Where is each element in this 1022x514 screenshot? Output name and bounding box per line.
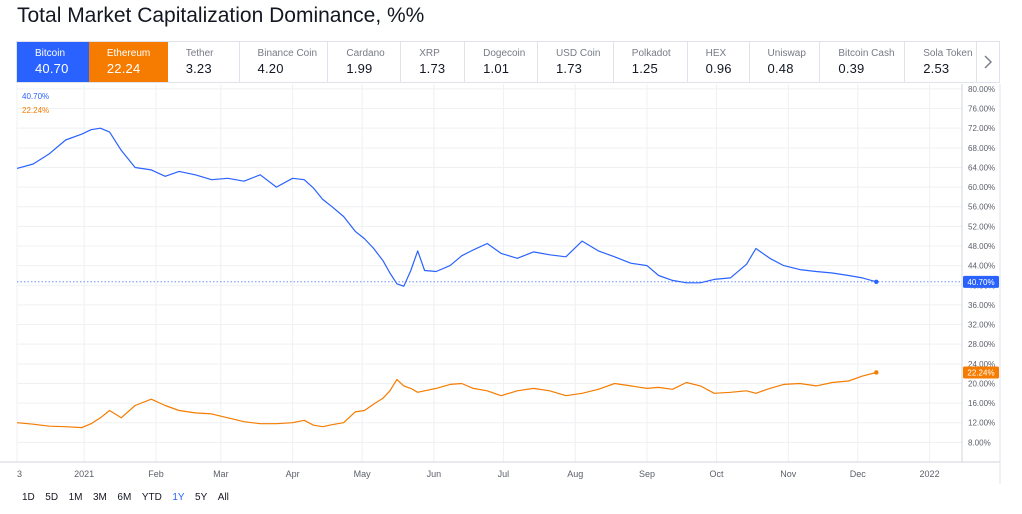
- coin-tab-tether[interactable]: Tether 3.23: [168, 42, 240, 82]
- range-button-all[interactable]: All: [217, 492, 229, 503]
- y-tick-label: 52.00%: [968, 222, 995, 231]
- x-tick-label: 3: [17, 469, 22, 479]
- last-value-label-bitcoin: 40.70%: [967, 278, 994, 287]
- x-tick-label: Aug: [567, 469, 583, 479]
- y-tick-label: 64.00%: [968, 163, 995, 172]
- y-tick-label: 68.00%: [968, 144, 995, 153]
- coin-tab-dogecoin[interactable]: Dogecoin 1.01: [465, 42, 538, 82]
- x-tick-label: Apr: [286, 469, 300, 479]
- x-tick-label: Feb: [148, 469, 164, 479]
- coin-name: Polkadot: [631, 48, 671, 59]
- coin-tab-uniswap[interactable]: Uniswap 0.48: [750, 42, 821, 82]
- coin-dominance-value: 0.48: [767, 61, 794, 76]
- coin-dominance-value: 1.73: [555, 61, 583, 76]
- y-tick-label: 36.00%: [968, 301, 995, 310]
- series-end-point-bitcoin: [874, 279, 879, 285]
- coin-name: Uniswap: [767, 48, 806, 59]
- range-button-1y[interactable]: 1Y: [172, 492, 185, 503]
- x-tick-label: 2021: [74, 469, 94, 479]
- x-tick-label: Sep: [639, 469, 655, 479]
- chevron-right-icon[interactable]: [977, 42, 999, 82]
- x-tick-label: Oct: [709, 469, 724, 479]
- coin-dominance-value: 1.01: [483, 61, 510, 76]
- series-end-point-ethereum: [874, 370, 879, 375]
- coin-name: Binance Coin: [257, 48, 318, 59]
- range-button-6m[interactable]: 6M: [117, 492, 132, 503]
- range-button-3m[interactable]: 3M: [93, 492, 107, 503]
- y-tick-label: 48.00%: [968, 242, 995, 251]
- coin-tab-sola-token[interactable]: Sola Token 2.53: [905, 42, 978, 82]
- x-tick-label: Jun: [427, 469, 442, 479]
- coin-tab-binance-coin[interactable]: Binance Coin 4.20: [240, 42, 329, 82]
- coin-dominance-value: 3.23: [185, 61, 212, 76]
- dominance-line-chart[interactable]: 80.00% 76.00% 72.00% 68.00% 64.00% 60.00% 56.0…: [0, 84, 1022, 494]
- coin-tab-bitcoin[interactable]: Bitcoin 40.70: [17, 42, 89, 82]
- coin-tab-cardano[interactable]: Cardano 1.99: [328, 42, 402, 82]
- time-range-selector: 1D 5D 1M 3M 6M YTD 1Y 5Y All: [22, 490, 239, 506]
- coin-dominance-value: 0.96: [705, 61, 732, 76]
- coin-name: HEX: [705, 48, 727, 59]
- coin-dominance-value: 22.24: [106, 61, 141, 76]
- y-tick-label: 44.00%: [968, 262, 995, 271]
- x-tick-label: 2022: [920, 469, 940, 479]
- y-tick-label: 80.00%: [968, 85, 995, 94]
- coin-tab-polkadot[interactable]: Polkadot 1.25: [614, 42, 688, 82]
- coin-name: Ethereum: [106, 48, 151, 59]
- coin-dominance-value: 2.53: [923, 61, 950, 76]
- x-tick-label: May: [354, 469, 372, 479]
- coin-name: Sola Token: [923, 48, 973, 59]
- range-button-1m[interactable]: 1M: [68, 492, 83, 503]
- coin-tab-hex[interactable]: HEX 0.96: [688, 42, 750, 82]
- last-value-label-ethereum: 22.24%: [967, 368, 994, 377]
- y-tick-label: 76.00%: [968, 105, 995, 114]
- y-tick-label: 32.00%: [968, 321, 995, 330]
- plot-background: [17, 84, 962, 462]
- x-tick-label: Jul: [498, 469, 510, 479]
- y-tick-label: 72.00%: [968, 124, 995, 133]
- coin-name: XRP: [419, 48, 440, 59]
- coin-tab-usd-coin[interactable]: USD Coin 1.73: [538, 42, 614, 82]
- coin-dominance-value: 4.20: [257, 61, 284, 76]
- coin-name: Cardano: [346, 48, 385, 59]
- coin-name: Bitcoin: [35, 48, 66, 59]
- last-value-badge-ethereum: [963, 366, 999, 379]
- coin-dominance-value: 1.25: [631, 61, 658, 76]
- y-tick-label: 28.00%: [968, 340, 995, 349]
- series-line-ethereum: [16, 371, 877, 429]
- series-line-bitcoin: [16, 127, 877, 287]
- page-title: Total Market Capitalization Dominance, %…: [17, 4, 425, 27]
- legend-value-ethereum: 22.24%: [22, 106, 49, 115]
- range-button-1d[interactable]: 1D: [22, 492, 35, 503]
- y-tick-label: 12.00%: [968, 419, 995, 428]
- range-button-5y[interactable]: 5Y: [195, 492, 208, 503]
- coin-tab-ethereum[interactable]: Ethereum 22.24: [88, 42, 168, 82]
- y-tick-label: 56.00%: [968, 203, 995, 212]
- x-tick-label: Nov: [780, 469, 797, 479]
- coin-tab-bitcoin-cash[interactable]: Bitcoin Cash 0.39: [820, 42, 906, 82]
- y-tick-label: 8.00%: [968, 438, 991, 447]
- coin-dominance-value: 1.99: [346, 61, 373, 76]
- y-tick-label: 20.00%: [968, 379, 995, 388]
- coin-tab-xrp[interactable]: XRP 1.73: [401, 42, 466, 82]
- coin-dominance-value: 1.73: [419, 61, 446, 76]
- last-value-badge-bitcoin: [963, 275, 999, 288]
- legend-value-bitcoin: 40.70%: [22, 92, 49, 101]
- coin-dominance-value: 40.70: [35, 61, 69, 76]
- y-tick-label: 16.00%: [968, 399, 995, 408]
- coin-selector-bar: Bitcoin 40.70 Ethereum 22.24 Tether 3.23 Binan…: [16, 41, 1000, 83]
- coin-name: Tether: [185, 48, 214, 59]
- x-tick-label: Mar: [213, 469, 229, 479]
- range-button-ytd[interactable]: YTD: [141, 492, 162, 503]
- coin-name: Bitcoin Cash: [838, 48, 895, 59]
- x-tick-label: Dec: [850, 469, 867, 479]
- y-tick-label: 24.00%: [968, 360, 995, 369]
- range-button-5d[interactable]: 5D: [45, 492, 59, 503]
- coin-name: Dogecoin: [483, 48, 526, 59]
- coin-dominance-value: 0.39: [838, 61, 865, 76]
- coin-name: USD Coin: [555, 48, 601, 59]
- y-tick-label: 60.00%: [968, 183, 995, 192]
